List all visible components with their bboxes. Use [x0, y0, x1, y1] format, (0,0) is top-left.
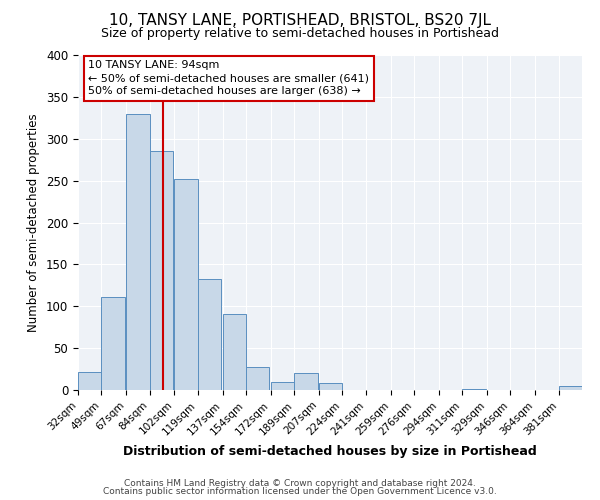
Bar — [126, 114, 149, 390]
Y-axis label: Number of semi-detached properties: Number of semi-detached properties — [28, 113, 40, 332]
Bar — [78, 372, 101, 390]
Bar — [462, 389, 485, 390]
Bar — [246, 368, 269, 390]
Bar — [175, 179, 198, 390]
Bar — [559, 386, 582, 390]
Bar — [198, 280, 221, 390]
Text: Size of property relative to semi-detached houses in Portishead: Size of property relative to semi-detach… — [101, 28, 499, 40]
Bar — [271, 382, 294, 390]
Bar — [149, 152, 173, 390]
Bar — [294, 373, 317, 390]
Bar — [223, 314, 246, 390]
Bar — [101, 297, 125, 390]
Bar — [319, 384, 343, 390]
X-axis label: Distribution of semi-detached houses by size in Portishead: Distribution of semi-detached houses by … — [123, 445, 537, 458]
Text: 10, TANSY LANE, PORTISHEAD, BRISTOL, BS20 7JL: 10, TANSY LANE, PORTISHEAD, BRISTOL, BS2… — [109, 12, 491, 28]
Text: Contains HM Land Registry data © Crown copyright and database right 2024.: Contains HM Land Registry data © Crown c… — [124, 478, 476, 488]
Text: Contains public sector information licensed under the Open Government Licence v3: Contains public sector information licen… — [103, 488, 497, 496]
Text: 10 TANSY LANE: 94sqm
← 50% of semi-detached houses are smaller (641)
50% of semi: 10 TANSY LANE: 94sqm ← 50% of semi-detac… — [88, 60, 369, 96]
